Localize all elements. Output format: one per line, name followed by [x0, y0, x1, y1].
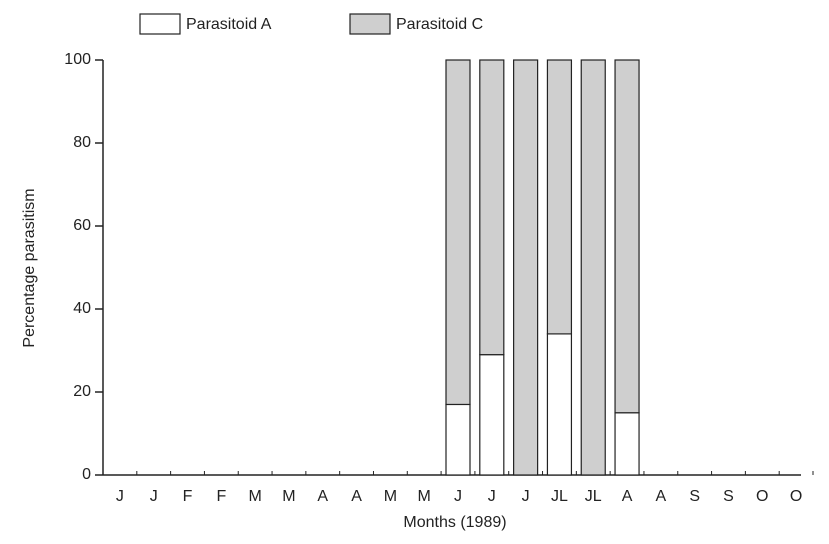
x-tick-label: O: [790, 488, 802, 505]
bar-segment: [546, 59, 573, 335]
x-tick-label: F: [216, 488, 226, 505]
x-tick-label: M: [248, 488, 261, 505]
bar-segment: [614, 412, 640, 476]
legend-label: Parasitoid C: [396, 16, 483, 33]
x-tick-label: A: [622, 488, 633, 505]
x-tick-label: M: [282, 488, 295, 505]
x-tick-label: A: [317, 488, 328, 505]
y-tick-label: 60: [73, 217, 91, 234]
x-tick-label: J: [488, 488, 496, 505]
x-tick-label: JL: [551, 488, 568, 505]
x-tick-label: J: [454, 488, 462, 505]
x-tick-label: A: [656, 488, 667, 505]
legend-label: Parasitoid A: [186, 16, 272, 33]
y-tick-label: 0: [82, 466, 91, 483]
y-axis-label: Percentage parasitism: [21, 188, 38, 347]
x-tick-label: O: [756, 488, 768, 505]
legend-swatch: [349, 13, 391, 35]
x-tick-label: M: [384, 488, 397, 505]
x-tick-label: F: [183, 488, 193, 505]
bar-segment: [479, 59, 505, 356]
bar-segment: [445, 59, 471, 406]
x-axis-label: Months (1989): [403, 514, 506, 531]
bar-segment: [479, 354, 505, 476]
y-tick-label: 100: [64, 51, 91, 68]
x-tick-label: J: [150, 488, 158, 505]
x-tick-label: J: [116, 488, 124, 505]
bar-segment: [513, 59, 539, 476]
x-tick-label: JL: [585, 488, 602, 505]
x-tick-label: S: [689, 488, 700, 505]
x-tick-label: J: [522, 488, 530, 505]
y-tick-label: 40: [73, 300, 91, 317]
legend-swatch: [139, 13, 181, 35]
x-tick-label: M: [418, 488, 431, 505]
bar-segment: [445, 403, 471, 476]
bar-segment: [614, 59, 640, 414]
x-tick-label: S: [723, 488, 734, 505]
y-tick-label: 80: [73, 134, 91, 151]
bar-segment: [546, 333, 573, 476]
x-tick-label: A: [351, 488, 362, 505]
bar-segment: [580, 59, 606, 476]
y-tick-label: 20: [73, 383, 91, 400]
